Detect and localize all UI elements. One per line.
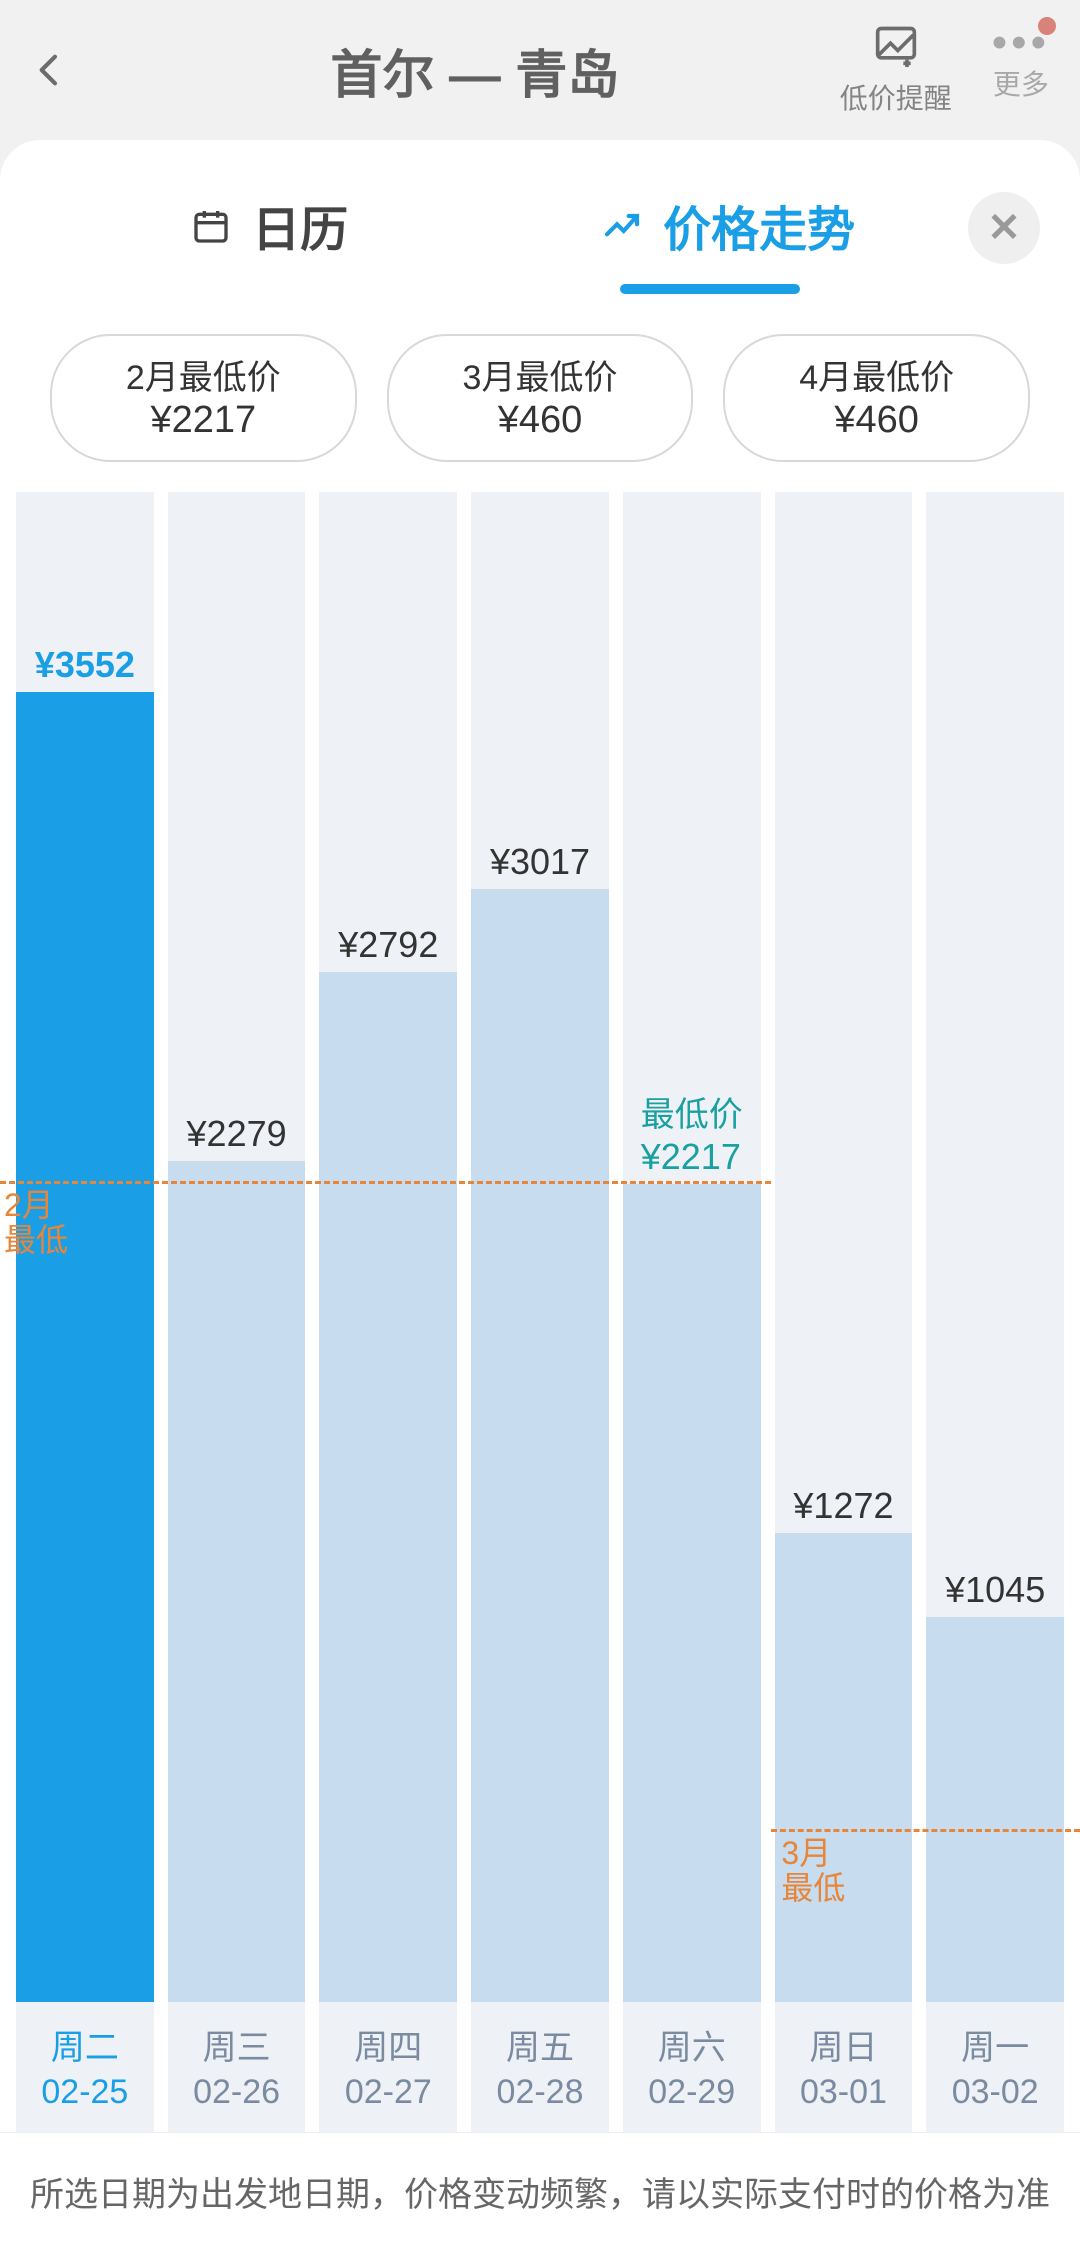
month-low-label: 2月最低 — [4, 1188, 68, 1258]
bar-x-label: 周六02-29 — [623, 2026, 761, 2114]
bar-price-label: ¥3552 — [35, 644, 135, 686]
route-sep: — — [449, 47, 501, 105]
bar-x-label: 周二02-25 — [16, 2026, 154, 2114]
pill-month-apr[interactable]: 4月最低价 ¥460 — [723, 334, 1030, 462]
pill-month-mar[interactable]: 3月最低价 ¥460 — [387, 334, 694, 462]
footer-note: 所选日期为出发地日期，价格变动频繁，请以实际支付时的价格为准 — [0, 2132, 1080, 2256]
month-low-label: 3月最低 — [781, 1836, 845, 1906]
close-button[interactable]: ✕ — [968, 192, 1040, 264]
tab-calendar-label: 日历 — [252, 204, 348, 257]
bar-x-label: 周日03-01 — [775, 2026, 913, 2114]
bar-price-label: ¥1272 — [793, 1485, 893, 1527]
chart-column[interactable]: ¥2279 周三02-26 — [168, 492, 306, 2132]
bar-price-label: ¥3017 — [490, 841, 590, 883]
price-alert-button[interactable]: 低价提醒 — [840, 23, 952, 117]
price-alert-label: 低价提醒 — [840, 77, 952, 117]
bar-x-label: 周三02-26 — [168, 2026, 306, 2114]
chart-columns: ¥3552周二02-25¥2279周三02-26¥2792周四02-27¥301… — [0, 492, 1080, 2132]
sheet-tabs: 日历 价格走势 ✕ — [0, 140, 1080, 294]
chevron-left-icon — [30, 50, 70, 90]
route-from: 首尔 — [330, 47, 434, 105]
price-bar — [168, 1161, 306, 2002]
pill-month-feb[interactable]: 2月最低价 ¥2217 — [50, 334, 357, 462]
price-bar — [775, 1533, 913, 2002]
bar-x-label: 周五02-28 — [471, 2026, 609, 2114]
pill-label: 4月最低价 — [725, 350, 1028, 399]
tab-trend-label: 价格走势 — [663, 204, 855, 257]
tab-underline — [620, 284, 800, 294]
route-title: 首尔 — 青岛 — [110, 33, 840, 108]
trend-up-icon — [602, 204, 655, 257]
calendar-icon — [191, 204, 244, 257]
bar-price-label: ¥1045 — [945, 1569, 1045, 1611]
pill-price: ¥460 — [725, 399, 1028, 442]
close-icon: ✕ — [987, 205, 1021, 251]
header-right: 低价提醒 ••• 更多 — [840, 23, 1050, 117]
bar-x-label: 周四02-27 — [319, 2026, 457, 2114]
chart-column[interactable]: ¥3552 周二02-25 — [16, 492, 154, 2132]
chart-column[interactable]: ¥2792 周四02-27 — [319, 492, 457, 2132]
bar-price-label: ¥2792 — [338, 924, 438, 966]
price-bar — [319, 972, 457, 2002]
more-label: 更多 — [993, 63, 1049, 103]
chart-plus-icon — [874, 23, 918, 77]
more-button[interactable]: ••• 更多 — [992, 23, 1050, 103]
pill-price: ¥460 — [389, 399, 692, 442]
pill-label: 3月最低价 — [389, 350, 692, 399]
chart-column[interactable]: ¥1045 周一03-02 — [926, 492, 1064, 2132]
price-bar — [926, 1617, 1064, 2002]
bar-x-label: 周一03-02 — [926, 2026, 1064, 2114]
pill-price: ¥2217 — [52, 399, 355, 442]
chart-column[interactable]: ¥3017 周五02-28 — [471, 492, 609, 2132]
price-bar — [623, 1184, 761, 2002]
price-bar — [16, 692, 154, 2002]
pill-label: 2月最低价 — [52, 350, 355, 399]
back-button[interactable] — [30, 38, 110, 103]
month-lowest-pills: 2月最低价 ¥2217 3月最低价 ¥460 4月最低价 ¥460 — [0, 294, 1080, 492]
chart-column[interactable]: 最低价¥2217 周六02-29 — [623, 492, 761, 2132]
route-to: 青岛 — [515, 47, 619, 105]
bar-price-label: ¥2279 — [187, 1113, 287, 1155]
price-bar — [471, 889, 609, 2002]
tab-calendar[interactable]: 日历 — [40, 170, 499, 294]
backdrop-header: 首尔 — 青岛 低价提醒 ••• 更多 — [0, 0, 1080, 140]
price-trend-sheet: 日历 价格走势 ✕ 2月最低价 ¥2217 3月最低价 ¥460 4月最低价 ¥… — [0, 140, 1080, 2256]
lowest-tag: 最低价 — [641, 1087, 743, 1136]
notification-dot-icon — [1038, 17, 1056, 35]
bar-price-label: 最低价¥2217 — [641, 1087, 743, 1178]
price-chart: ¥3552周二02-25¥2279周三02-26¥2792周四02-27¥301… — [0, 492, 1080, 2132]
tab-price-trend[interactable]: 价格走势 — [499, 170, 958, 294]
